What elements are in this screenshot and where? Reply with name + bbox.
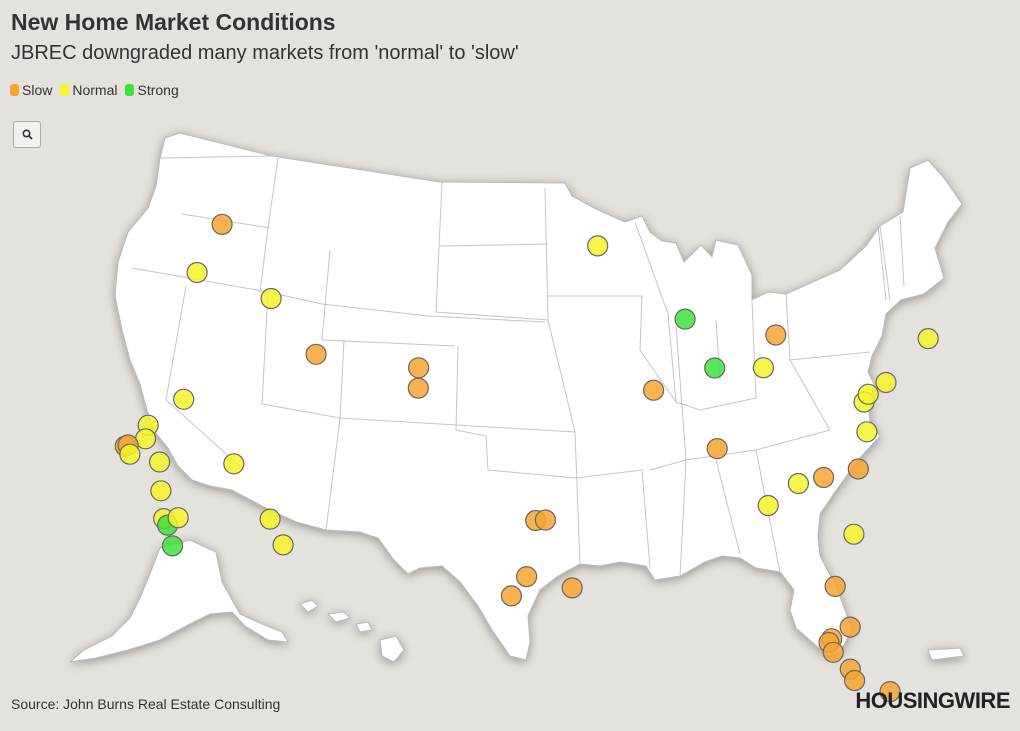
chart-title: New Home Market Conditions bbox=[11, 9, 336, 35]
market-marker-slow[interactable] bbox=[534, 509, 557, 531]
puerto-rico-shape bbox=[927, 647, 965, 661]
chart-subtitle: JBREC downgraded many markets from 'norm… bbox=[11, 42, 519, 64]
market-marker-normal[interactable] bbox=[223, 453, 245, 475]
state-borders bbox=[131, 155, 905, 577]
market-markers bbox=[114, 213, 939, 703]
market-marker-slow[interactable] bbox=[407, 377, 429, 399]
legend-swatch-strong bbox=[125, 84, 135, 96]
market-marker-slow[interactable] bbox=[839, 616, 861, 638]
market-marker-slow[interactable] bbox=[500, 585, 522, 607]
market-marker-normal[interactable] bbox=[173, 388, 195, 410]
alaska-shape bbox=[68, 539, 289, 663]
legend-swatch-normal bbox=[60, 84, 70, 96]
market-marker-strong[interactable] bbox=[161, 535, 184, 557]
market-marker-slow[interactable] bbox=[765, 324, 787, 346]
search-icon bbox=[21, 129, 33, 140]
market-marker-normal[interactable] bbox=[857, 383, 879, 405]
market-marker-slow[interactable] bbox=[824, 575, 846, 598]
legend-label-strong: Strong bbox=[137, 82, 179, 98]
market-marker-slow[interactable] bbox=[822, 641, 844, 663]
hawaii-island-1 bbox=[299, 599, 319, 613]
market-marker-slow[interactable] bbox=[211, 213, 233, 235]
market-marker-slow[interactable] bbox=[812, 466, 835, 489]
market-marker-slow[interactable] bbox=[843, 669, 866, 692]
market-marker-slow[interactable] bbox=[408, 357, 430, 379]
hawaii-island-2 bbox=[326, 611, 351, 623]
legend-swatch-slow bbox=[10, 84, 19, 96]
market-marker-normal[interactable] bbox=[167, 507, 189, 529]
legend-label-slow: Slow bbox=[22, 82, 53, 98]
market-marker-normal[interactable] bbox=[150, 480, 172, 502]
market-marker-slow[interactable] bbox=[305, 343, 327, 365]
market-marker-slow[interactable] bbox=[706, 438, 728, 460]
market-marker-slow[interactable] bbox=[561, 577, 583, 599]
market-marker-normal[interactable] bbox=[843, 523, 865, 545]
market-marker-normal[interactable] bbox=[587, 235, 609, 257]
legend-item-normal[interactable]: Normal bbox=[60, 82, 117, 98]
market-marker-slow[interactable] bbox=[847, 458, 869, 480]
market-marker-strong[interactable] bbox=[674, 308, 696, 330]
market-marker-slow[interactable] bbox=[642, 379, 665, 401]
brand-logo: HOUSINGWIRE bbox=[855, 688, 1010, 713]
market-marker-normal[interactable] bbox=[272, 534, 294, 556]
market-marker-normal[interactable] bbox=[259, 508, 281, 530]
market-marker-slow[interactable] bbox=[879, 680, 901, 703]
market-marker-normal[interactable] bbox=[787, 472, 810, 495]
market-marker-normal[interactable] bbox=[119, 443, 141, 465]
legend-label-normal: Normal bbox=[72, 82, 118, 98]
market-marker-slow[interactable] bbox=[515, 565, 538, 588]
zoom-button[interactable] bbox=[13, 121, 41, 148]
land bbox=[68, 132, 965, 663]
hawaii-island-big bbox=[379, 635, 405, 663]
market-marker-normal[interactable] bbox=[757, 494, 779, 517]
market-marker-normal[interactable] bbox=[917, 328, 939, 350]
legend-item-slow[interactable]: Slow bbox=[10, 82, 52, 98]
market-marker-strong[interactable] bbox=[704, 357, 726, 379]
market-marker-normal[interactable] bbox=[856, 421, 878, 443]
hawaii-island-3 bbox=[355, 621, 373, 633]
legend: Slow Normal Strong bbox=[10, 82, 179, 98]
legend-item-strong[interactable]: Strong bbox=[125, 82, 179, 98]
market-marker-normal[interactable] bbox=[149, 451, 171, 473]
market-marker-normal[interactable] bbox=[752, 357, 775, 379]
market-marker-normal[interactable] bbox=[186, 261, 208, 284]
source-note: Source: John Burns Real Estate Consultin… bbox=[11, 696, 281, 712]
market-marker-normal[interactable] bbox=[260, 287, 282, 310]
market-marker-normal[interactable] bbox=[875, 371, 897, 394]
